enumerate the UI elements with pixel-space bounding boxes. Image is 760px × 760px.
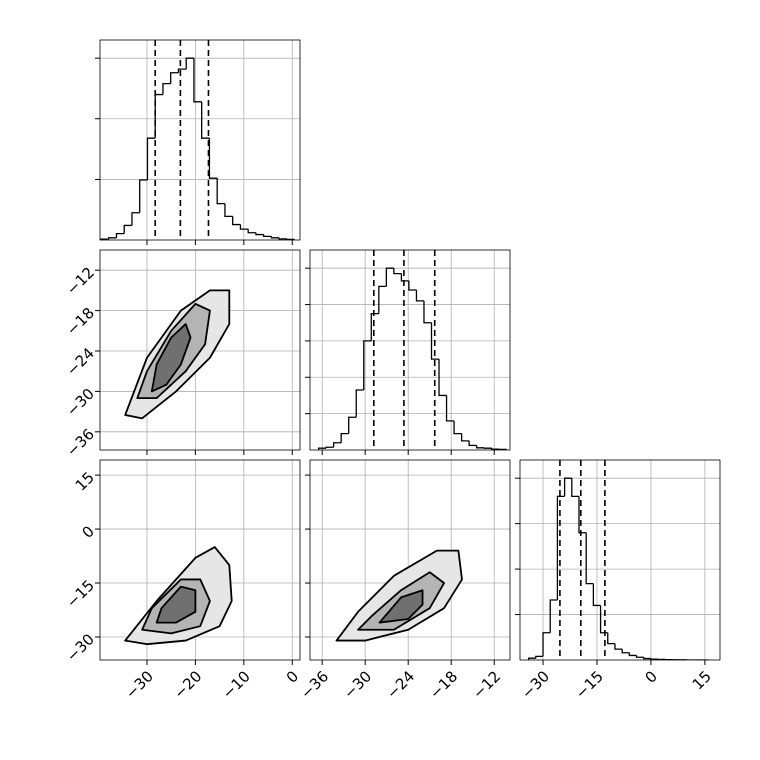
histogram-step <box>270 236 280 239</box>
y-tick-label: −36 <box>63 425 98 460</box>
histogram-step <box>278 237 287 240</box>
histogram-step <box>542 632 551 657</box>
histogram-step <box>445 395 455 422</box>
histogram-step <box>255 232 264 236</box>
histogram-step <box>333 442 342 448</box>
histogram-step <box>430 322 440 360</box>
axes-frame <box>309 459 511 661</box>
histogram-step <box>317 447 327 450</box>
axes-frame <box>99 249 301 451</box>
histogram-step <box>201 101 210 139</box>
histogram-step <box>247 229 256 234</box>
histogram-step <box>378 285 387 314</box>
histogram-step <box>438 359 447 397</box>
histogram-step <box>556 495 565 600</box>
histogram-step <box>131 212 140 226</box>
axes-frame <box>99 39 301 241</box>
histogram-step <box>628 652 637 657</box>
histogram-step <box>650 658 659 660</box>
histogram-step <box>208 138 218 179</box>
histogram-step <box>115 232 125 238</box>
histogram-step <box>123 224 132 234</box>
x-tick-label: 0 <box>641 667 660 686</box>
histogram-step <box>614 643 623 650</box>
histogram-step <box>635 655 644 658</box>
histogram-step <box>363 340 372 390</box>
histogram-step <box>385 267 394 287</box>
histogram-step <box>592 583 601 607</box>
contour <box>150 323 192 393</box>
histogram-step <box>325 446 334 449</box>
histogram-step <box>621 649 630 654</box>
histogram-step <box>216 178 225 205</box>
histogram-step <box>549 599 558 633</box>
histogram-step <box>154 93 163 139</box>
x-tick-label: −30 <box>122 667 157 702</box>
histogram-step <box>476 445 485 449</box>
x-tick-label: −30 <box>518 667 553 702</box>
histogram-step <box>585 532 594 585</box>
histogram-step <box>139 179 148 213</box>
histogram-step <box>286 238 295 240</box>
histogram-step <box>170 72 179 84</box>
histogram-step <box>185 57 194 70</box>
histogram-step <box>108 237 117 240</box>
histogram-step <box>400 273 409 282</box>
x-tick-label: −36 <box>297 667 332 702</box>
y-tick-label: −24 <box>63 344 98 379</box>
x-tick-label: −20 <box>170 667 205 702</box>
contour <box>378 589 424 624</box>
histogram-step <box>393 268 402 275</box>
histogram-step <box>340 432 349 443</box>
y-tick-label: −30 <box>63 385 98 420</box>
x-tick-label: −10 <box>219 667 254 702</box>
histogram-step <box>571 478 579 498</box>
axes-frame <box>519 459 721 661</box>
histogram-step <box>423 300 432 324</box>
histogram-step <box>162 82 171 95</box>
histogram-step <box>563 477 572 497</box>
histogram-step <box>468 440 477 447</box>
x-tick-label: −30 <box>340 667 375 702</box>
x-tick-label: −18 <box>426 667 461 702</box>
histogram-step <box>643 657 651 660</box>
histogram-step <box>348 416 357 434</box>
histogram-step <box>232 216 241 226</box>
x-tick-label: 0 <box>283 667 302 686</box>
histogram-step <box>415 290 424 302</box>
histogram-step <box>491 448 500 450</box>
histogram-step <box>224 203 233 218</box>
histogram-step <box>578 496 587 534</box>
histogram-step <box>239 224 249 230</box>
x-tick-label: −24 <box>383 667 418 702</box>
histogram-step <box>355 389 364 418</box>
x-tick-label: −15 <box>572 667 607 702</box>
histogram-step <box>193 58 202 103</box>
y-tick-label: −15 <box>63 576 98 611</box>
histogram-step <box>453 420 462 435</box>
histogram-step <box>460 433 470 442</box>
histogram-step <box>146 137 156 180</box>
axes-frame <box>99 459 301 661</box>
contour <box>155 585 197 624</box>
histogram-step <box>527 657 536 660</box>
axes-frame <box>309 249 511 451</box>
histogram-step <box>177 68 187 73</box>
y-tick-label: −30 <box>63 630 98 665</box>
y-tick-label: 15 <box>72 468 98 494</box>
histogram-step <box>535 655 544 659</box>
y-tick-label: −12 <box>63 263 98 298</box>
histogram-step <box>607 632 615 645</box>
x-tick-label: 15 <box>689 667 715 693</box>
histogram-step <box>599 605 608 634</box>
histogram-step <box>370 312 379 341</box>
y-tick-label: −18 <box>63 304 98 339</box>
histogram-step <box>408 280 417 291</box>
histogram-step <box>263 234 272 238</box>
y-tick-label: 0 <box>79 522 98 541</box>
x-tick-label: −12 <box>469 667 504 702</box>
